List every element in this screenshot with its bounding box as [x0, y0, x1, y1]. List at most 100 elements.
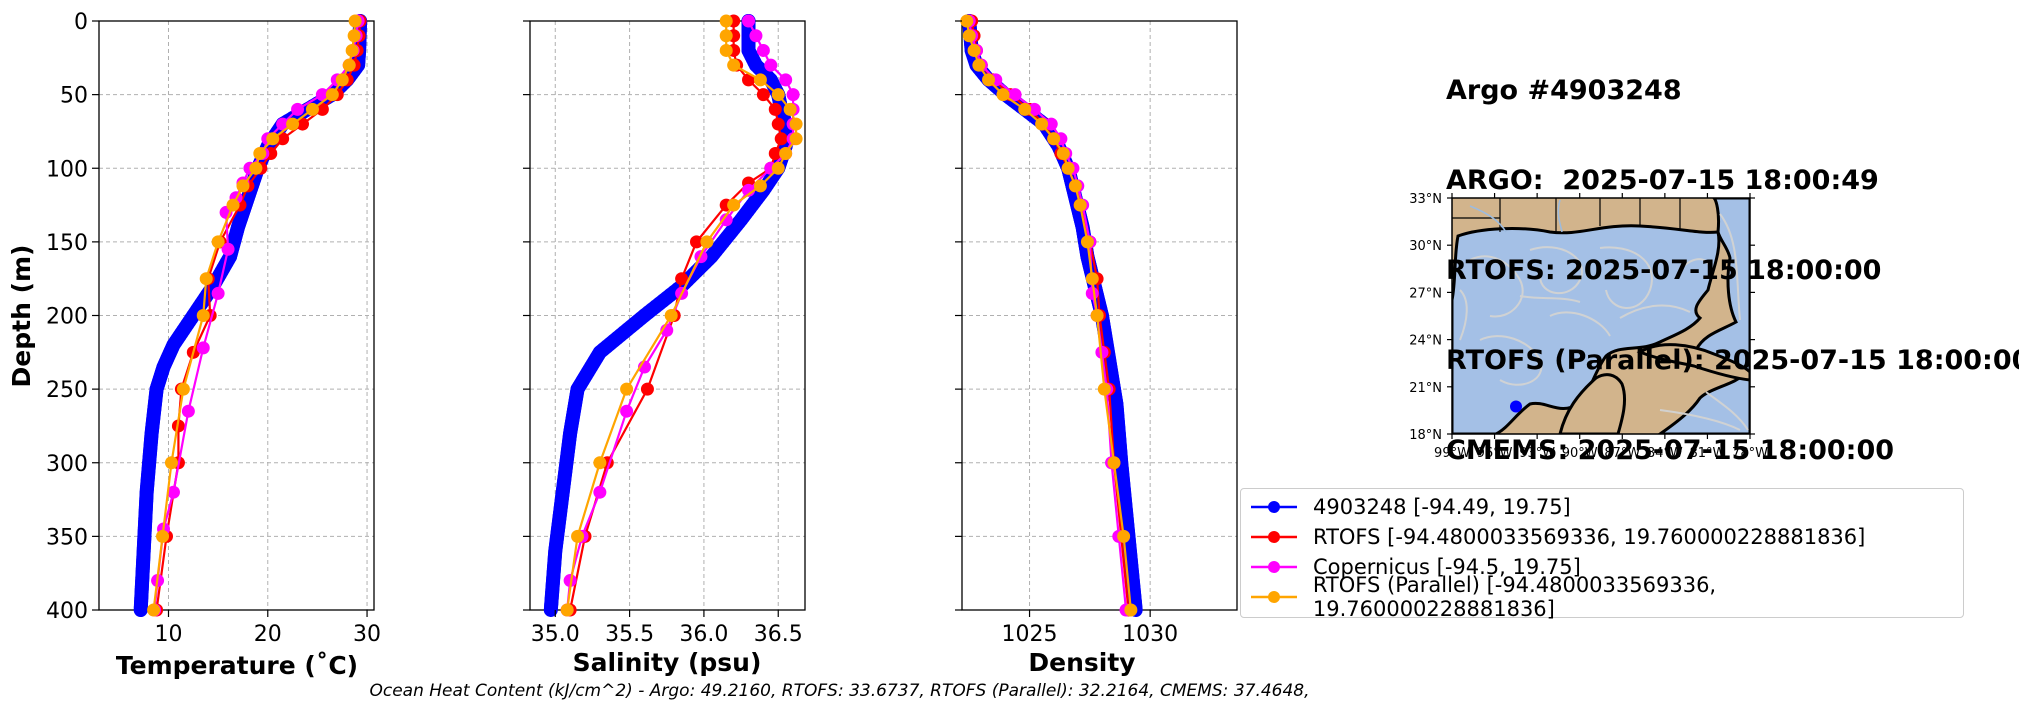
- river-lines: [1469, 199, 1563, 233]
- salinity-panel: 35.0 35.5 36.0 36.5 Salinity (psu): [523, 14, 806, 677]
- map-lat-label: 27°N: [1409, 286, 1442, 301]
- data-point: [719, 43, 733, 57]
- density-axis-label: Density: [1028, 648, 1135, 677]
- data-point: [1117, 529, 1131, 543]
- data-point: [1044, 117, 1058, 131]
- data-point: [1008, 88, 1022, 102]
- data-point: [236, 179, 250, 193]
- data-point: [689, 235, 703, 249]
- x-tick-label: 35.5: [605, 622, 654, 647]
- data-point: [1107, 456, 1121, 470]
- data-point: [768, 147, 782, 161]
- data-point: [1073, 198, 1087, 212]
- y-tick-label: 50: [60, 84, 88, 109]
- data-point: [211, 235, 225, 249]
- data-point: [276, 117, 290, 131]
- streamline: [1705, 391, 1749, 431]
- x-tick-label: 30: [353, 622, 381, 647]
- series-parallel: [147, 14, 362, 617]
- data-point: [1124, 603, 1138, 617]
- series-argo: [962, 14, 1143, 617]
- depth-axis-label: Depth (m): [7, 245, 36, 388]
- x-tick-label: 1030: [1122, 622, 1178, 647]
- salinity-axis-label: Salinity (psu): [573, 648, 762, 677]
- x-tick-label: 10: [154, 622, 182, 647]
- data-point: [196, 341, 210, 355]
- streamline: [1679, 258, 1711, 271]
- data-point: [315, 88, 329, 102]
- gulf-of-mexico-inset-map: 99°W 96°W 93°W 90°W 87°W 84°W 81°W 78°W 33°N 30°N…: [1409, 192, 1768, 461]
- legend-label: RTOFS [-94.4800033569336, 19.76000022888…: [1313, 525, 1866, 549]
- data-point: [199, 272, 213, 286]
- data-point: [742, 183, 756, 197]
- legend-marker-icon: [1251, 591, 1297, 603]
- data-point: [133, 600, 148, 615]
- data-point: [1061, 161, 1075, 175]
- data-point: [764, 58, 778, 72]
- data-point: [675, 272, 689, 286]
- x-tick-label: 1025: [1002, 622, 1058, 647]
- y-tick-label: 0: [74, 10, 88, 35]
- x-tick-label: 35.0: [531, 622, 580, 647]
- data-point: [719, 213, 733, 227]
- data-point: [1085, 286, 1099, 300]
- data-point: [560, 603, 574, 617]
- series-line: [566, 20, 795, 611]
- legend: 4903248 [-94.49, 19.75] RTOFS [-94.48000…: [1240, 488, 1964, 621]
- title-argo-id: Argo #4903248: [1446, 75, 1682, 106]
- title-block: Argo #4903248 ARGO: 2025-07-15 18:00:49 …: [1446, 16, 2019, 496]
- data-point: [700, 235, 714, 249]
- argo-float-marker: [1509, 400, 1522, 413]
- data-point: [771, 117, 785, 131]
- data-point: [266, 132, 280, 146]
- data-point: [593, 485, 607, 499]
- data-point: [1090, 309, 1104, 322]
- legend-label: 4903248 [-94.49, 19.75]: [1313, 495, 1571, 519]
- data-point: [749, 29, 763, 43]
- data-point: [719, 29, 733, 43]
- map-lon-label: 81°W: [1689, 446, 1725, 461]
- series-rtofs: [150, 14, 367, 617]
- yucatan-peninsula: [1558, 373, 1626, 434]
- data-point: [226, 198, 240, 212]
- map-lat-label: 24°N: [1409, 334, 1442, 349]
- data-point: [276, 132, 290, 146]
- data-point: [166, 485, 180, 499]
- title-rtofs-parallel-time: RTOFS (Parallel): 2025-07-15 18:00:00: [1446, 345, 2019, 376]
- map-lon-label: 99°W: [1434, 446, 1470, 461]
- map-lon-label: 96°W: [1477, 446, 1513, 461]
- data-point: [967, 43, 981, 57]
- series-parallel: [960, 14, 1138, 617]
- data-point: [211, 286, 225, 300]
- map-lon-label: 87°W: [1604, 446, 1640, 461]
- data-point: [982, 73, 996, 87]
- series-line: [153, 20, 360, 611]
- streamline: [1599, 246, 1653, 309]
- data-point: [786, 88, 800, 102]
- streamline: [1479, 335, 1543, 386]
- data-point: [756, 88, 770, 102]
- ohc-footer: Ocean Heat Content (kJ/cm^2) - Argo: 49.…: [369, 681, 1310, 701]
- y-tick-label: 300: [46, 452, 88, 477]
- title-rtofs-time: RTOFS: 2025-07-15 18:00:00: [1446, 255, 1882, 286]
- x-tick-label: 36.5: [754, 622, 803, 647]
- data-point: [972, 58, 986, 72]
- data-point: [325, 88, 339, 102]
- data-point: [789, 132, 803, 146]
- legend-label: RTOFS (Parallel) [-94.4800033569336, 19.…: [1312, 573, 1717, 621]
- map-lon-label: 90°W: [1562, 446, 1598, 461]
- data-point: [960, 14, 974, 28]
- streamline: [1659, 409, 1741, 431]
- data-point: [1018, 102, 1032, 116]
- series-parallel: [560, 14, 803, 617]
- legend-entry-rtofs-parallel: RTOFS (Parallel) [-94.4800033569336, 19.…: [1249, 573, 1963, 621]
- map-lat-label: 18°N: [1409, 428, 1442, 443]
- data-point: [768, 102, 782, 116]
- data-point: [620, 382, 634, 396]
- data-point: [742, 73, 756, 87]
- streamline: [1619, 304, 1691, 319]
- data-point: [348, 14, 362, 28]
- data-point: [756, 43, 770, 57]
- y-tick-label: 150: [46, 231, 88, 256]
- river-line: [1469, 205, 1507, 233]
